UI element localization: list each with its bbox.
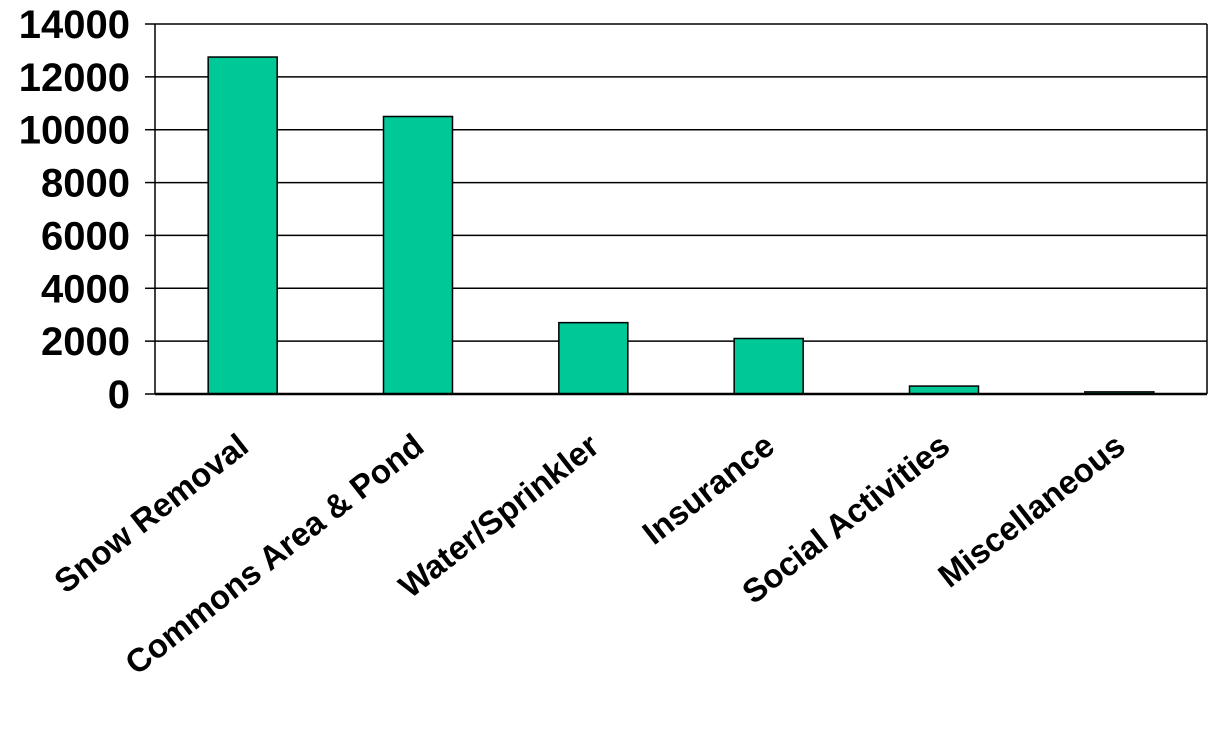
y-tick-label: 10000 — [19, 109, 130, 153]
bar — [382, 115, 454, 395]
bars — [207, 56, 1155, 395]
y-tick-label: 4000 — [41, 267, 130, 311]
y-tick-labels: 0 2000 4000 6000 8000 10000 12000 14000 — [19, 3, 130, 417]
y-tick-label: 6000 — [41, 214, 130, 258]
x-category-label: Commons Area & Pond — [118, 426, 430, 681]
bar — [558, 321, 629, 395]
bar — [733, 337, 804, 395]
y-tick-label: 0 — [108, 373, 130, 417]
axes — [145, 23, 1208, 396]
y-tick-label: 8000 — [41, 162, 130, 206]
x-category-label: Miscellaneous — [931, 426, 1132, 594]
gridlines — [155, 23, 1207, 342]
bar — [207, 56, 278, 395]
x-category-label: Insurance — [635, 426, 781, 551]
y-tick-label: 14000 — [19, 3, 130, 47]
y-tick-label: 2000 — [41, 320, 130, 364]
y-tick-label: 12000 — [19, 56, 130, 100]
